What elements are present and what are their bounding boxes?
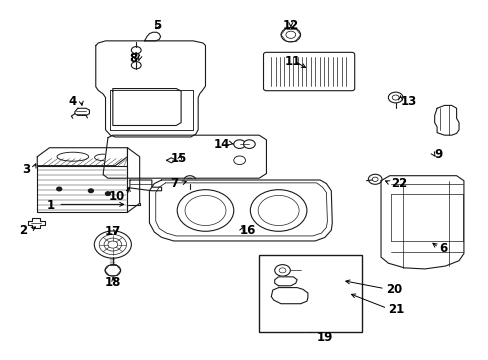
Circle shape [367,174,381,184]
Text: 9: 9 [434,148,442,161]
Text: 21: 21 [387,303,404,316]
Circle shape [274,265,290,276]
Circle shape [105,192,110,195]
Circle shape [281,28,300,42]
Text: 11: 11 [285,55,301,68]
Bar [259,255,361,332]
Text: 3: 3 [22,163,30,176]
Circle shape [57,187,61,191]
Circle shape [233,140,245,148]
Text: 15: 15 [170,152,186,165]
Polygon shape [380,176,463,269]
Circle shape [387,92,402,103]
Polygon shape [37,166,127,212]
Polygon shape [37,148,127,166]
Polygon shape [274,277,297,286]
Polygon shape [144,32,160,41]
Text: 18: 18 [104,276,121,289]
Text: 17: 17 [104,225,121,238]
Text: 20: 20 [385,283,401,296]
Polygon shape [75,108,89,116]
Text: 5: 5 [152,19,161,32]
FancyBboxPatch shape [263,52,354,91]
Text: 14: 14 [213,138,229,150]
Text: 16: 16 [239,224,256,237]
Polygon shape [96,41,205,137]
Polygon shape [27,218,44,228]
Polygon shape [434,105,458,135]
Polygon shape [103,135,266,178]
Text: 8: 8 [129,51,137,64]
Text: 2: 2 [20,224,27,237]
Text: 4: 4 [68,95,76,108]
Text: 22: 22 [390,177,406,190]
Text: 10: 10 [108,190,125,203]
Circle shape [94,231,131,258]
Polygon shape [127,148,140,212]
Text: 1: 1 [46,199,54,212]
Text: 12: 12 [282,19,298,32]
Polygon shape [130,180,161,191]
Circle shape [88,189,93,193]
Text: 13: 13 [400,95,416,108]
Circle shape [183,176,195,184]
Polygon shape [149,180,331,241]
Text: 19: 19 [316,331,332,344]
Text: 7: 7 [170,177,178,190]
Polygon shape [271,288,307,304]
Circle shape [243,140,255,148]
Text: 6: 6 [439,242,447,255]
Circle shape [105,265,121,276]
